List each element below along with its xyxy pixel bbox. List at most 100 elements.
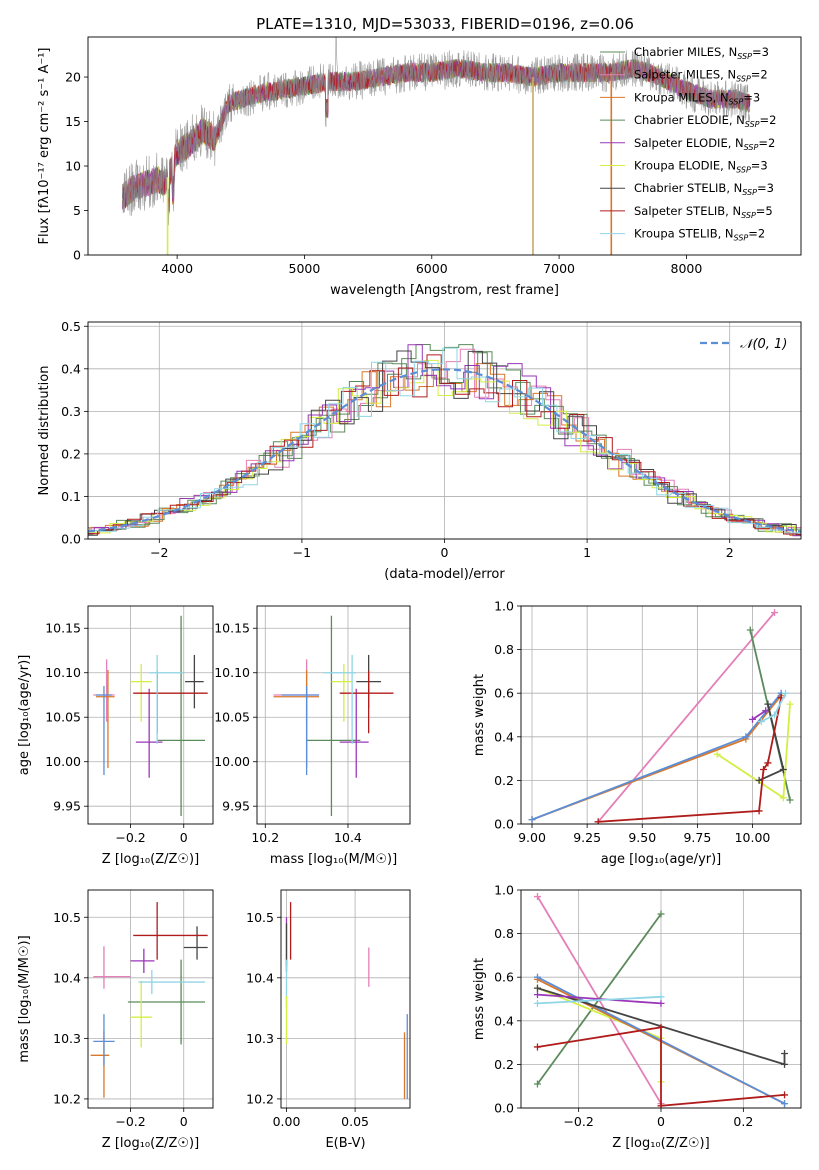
- weight-vs-age-series: [757, 689, 790, 726]
- mass-vs-EBV-xlabel: E(B-V): [325, 1136, 365, 1151]
- histogram-frame: [87, 321, 802, 540]
- age-vs-Z-ytick-label: 10.00: [45, 754, 81, 769]
- residual-histogram-xtick-label: 0: [441, 545, 449, 560]
- weight-vs-age-series: [748, 707, 770, 723]
- spectrum-legend-label: Salpeter STELIB, NSSP=5: [634, 204, 773, 220]
- residual-histogram-ytick-label: 0.5: [61, 319, 81, 334]
- age-vs-Z-ytick-label: 10.15: [45, 621, 81, 636]
- weight-vs-age-marker: [746, 626, 754, 634]
- mass-vs-Z-point: [130, 980, 152, 1048]
- histogram-legend: 𝒩(0, 1): [700, 337, 787, 352]
- histogram-normal-curve: [88, 368, 801, 533]
- weight-vs-Z-marker: [781, 1050, 789, 1057]
- age-vs-Z-point: [157, 615, 206, 816]
- weight-vs-age-xtick-label: 9.00: [518, 830, 546, 845]
- residual-histogram-plot-area: [88, 344, 801, 537]
- weight-vs-age-marker: [594, 818, 602, 824]
- weight-vs-Z-ytick-label: 0.8: [494, 926, 514, 941]
- weight-vs-age-marker: [764, 700, 772, 708]
- weight-vs-age-ytick-label: 0.4: [494, 729, 514, 744]
- weight-vs-age-ylabel: mass weight: [472, 674, 487, 756]
- age-vs-mass-ytick-label: 9.95: [222, 799, 250, 814]
- spectrum-xtick-label: 6000: [416, 261, 448, 276]
- age-vs-Z-frame: [87, 605, 214, 825]
- residual-histogram-ytick-label: 0.3: [61, 404, 81, 419]
- spectrum-ytick-label: 15: [65, 114, 81, 129]
- spectrum-frame: [87, 36, 802, 256]
- weight-vs-Z-xtick-label: 0: [657, 1114, 665, 1129]
- residual-histogram-ytick-label: 0.0: [61, 532, 81, 547]
- weight-vs-Z-marker: [781, 1060, 789, 1068]
- age-vs-mass-point: [339, 688, 369, 778]
- weight-vs-age-plot-area: [528, 609, 794, 824]
- age-vs-mass-point: [306, 615, 361, 816]
- weight-vs-Z-marker: [657, 1023, 665, 1031]
- weight-vs-Z-line: [537, 993, 662, 1005]
- age-vs-mass-ytick-label: 10.10: [214, 665, 250, 680]
- weight-vs-Z-axes: −0.2 0 0.2 0.0 0.2 0.4 0.6 0.8 1.0 Z [log₁₀(Z/Z☉)…: [472, 883, 753, 1152]
- age-vs-mass-ytick-label: 10.15: [214, 621, 250, 636]
- age-vs-Z-point: [149, 654, 184, 744]
- histogram-step-4: [88, 344, 801, 537]
- spectrum-legend-label: Salpeter MILES, NSSP=2: [634, 68, 768, 84]
- weight-vs-age-marker: [786, 700, 794, 708]
- mass-vs-Z-point: [93, 1014, 115, 1066]
- weight-vs-age-marker: [760, 766, 768, 773]
- weight-vs-age-line: [597, 611, 776, 823]
- mass-vs-Z-axes: −0.2 0 10.2 10.3 10.4 10.5 Z [log₁₀(Z/Z☉)] mass…: [17, 910, 199, 1151]
- weight-vs-Z-marker: [533, 984, 541, 992]
- age-vs-mass-xtick-label: 10.4: [334, 830, 362, 845]
- spectrum-ytick-label: 0: [73, 248, 81, 263]
- weight-vs-age-line: [752, 709, 767, 721]
- age-vs-Z-point: [95, 670, 115, 768]
- age-vs-Z-plot-area: [93, 615, 208, 816]
- mass-vs-Z-ylabel: mass [log₁₀(M/M☉)]: [17, 935, 32, 1062]
- weight-vs-Z-marker: [533, 999, 541, 1007]
- age-vs-Z-ylabel: age [log₁₀(age/yr)]: [17, 655, 32, 776]
- mass-vs-Z-point: [133, 902, 208, 960]
- mass-vs-Z-ytick-label: 10.3: [53, 1031, 81, 1046]
- spectrum-legend-label: Kroupa STELIB, NSSP=2: [634, 227, 765, 243]
- age-vs-Z-point: [95, 686, 112, 776]
- weight-vs-Z-ytick-label: 0.6: [494, 970, 514, 985]
- age-vs-Z-panel: −0.2 0 9.95 10.00 10.05 10.10 10.15 Z [log₁₀(Z/…: [17, 605, 214, 867]
- spectrum-xtick-label: 8000: [671, 261, 703, 276]
- age-vs-Z-xtick-label: −0.2: [115, 830, 145, 845]
- spectrum-panel: 4000 5000 6000 7000 8000 0 5 10 15 20 wavelength […: [37, 36, 802, 298]
- weight-vs-Z-xtick-label: 0.2: [733, 1114, 753, 1129]
- weight-vs-Z-marker: [657, 910, 665, 918]
- mass-vs-EBV-frame: [280, 889, 411, 1109]
- mass-vs-EBV-ytick-label: 10.5: [246, 910, 274, 925]
- weight-vs-age-xtick-label: 10.00: [735, 830, 771, 845]
- residual-histogram-ytick-label: 0.2: [61, 446, 81, 461]
- age-vs-mass-axes: 10.2 10.4 9.95 10.00 10.05 10.10 10.15 mass [lo…: [214, 621, 397, 867]
- age-vs-mass-point: [323, 654, 357, 744]
- mass-vs-Z-ytick-label: 10.2: [53, 1091, 81, 1106]
- mass-vs-EBV-ytick-label: 10.4: [246, 970, 274, 985]
- weight-vs-Z-plot-area: [533, 893, 789, 1108]
- weight-vs-age-ytick-label: 0.2: [494, 773, 514, 788]
- spectrum-xtick-label: 5000: [289, 261, 321, 276]
- age-vs-Z-point: [135, 688, 163, 778]
- spectrum-legend-label: Kroupa MILES, NSSP=3: [634, 90, 760, 106]
- mass-vs-Z-point: [93, 946, 131, 989]
- weight-vs-Z-marker: [781, 1091, 789, 1099]
- residual-histogram-ylabel: Normed distribution: [37, 366, 52, 496]
- weight-vs-Z-marker: [533, 1043, 541, 1051]
- weight-vs-age-xtick-label: 9.75: [683, 830, 711, 845]
- weight-vs-age-marker: [764, 759, 772, 767]
- age-vs-Z-xlabel: Z [log₁₀(Z/Z☉)]: [102, 852, 199, 867]
- mass-vs-Z-point: [138, 969, 206, 995]
- weight-vs-age-axes: 9.00 9.25 9.50 9.75 10.00 0.0 0.2 0.4 0.6 0.8 1.0 a…: [472, 599, 770, 868]
- figure-title: PLATE=1310, MJD=53033, FIBERID=0196, z=0…: [256, 15, 634, 33]
- age-vs-mass-ytick-label: 10.00: [214, 754, 250, 769]
- mass-vs-Z-point: [183, 926, 208, 960]
- weight-vs-Z-series: [533, 984, 789, 1068]
- weight-vs-age-xtick-label: 9.50: [628, 830, 656, 845]
- weight-vs-age-marker: [771, 711, 779, 719]
- spectrum-xlabel: wavelength [Angstrom, rest frame]: [330, 283, 559, 298]
- mass-vs-EBV-xtick-label: 0.00: [273, 1114, 301, 1129]
- age-vs-mass-xtick-label: 10.2: [251, 830, 279, 845]
- weight-vs-age-marker: [742, 733, 750, 741]
